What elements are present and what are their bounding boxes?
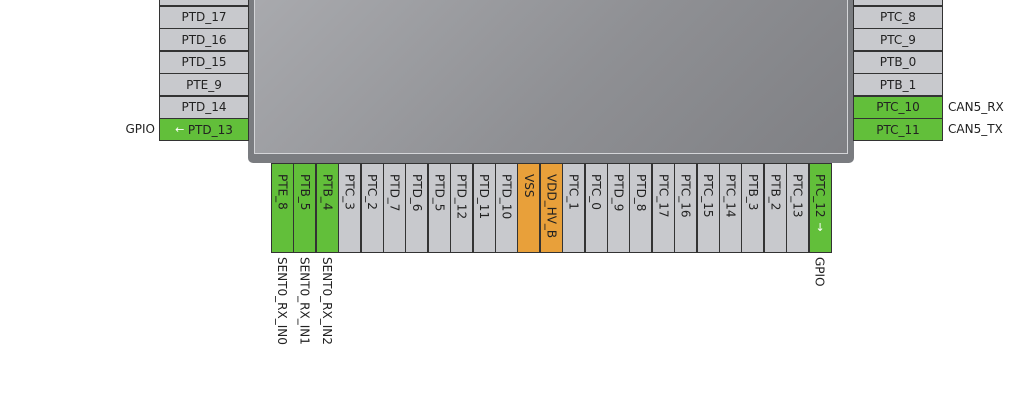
pin-ptc_9[interactable]: PTC_9 [853,28,943,51]
pin-ptc_16[interactable]: PTC_16 [674,163,698,253]
pin-ptc_8[interactable]: PTC_8 [853,5,943,29]
pin-ptd_5[interactable]: PTD_5 [427,163,451,253]
pin-label: PTD_9 [611,174,626,212]
pin-label: PTC_8 [880,10,916,24]
pin-label: PTC_1 [566,174,581,210]
pin-vdd_hv_b[interactable]: VDD_HV_B [539,163,563,253]
pin-ptc_0[interactable]: PTC_0 [584,163,608,253]
pin-ptc_1[interactable]: PTC_1 [562,163,586,253]
pin-label: PTD_16 [181,32,227,47]
pin-label: PTC_17 [656,174,671,218]
pin-label: PTB_3 [745,174,760,211]
pin-ptd_17[interactable]: PTD_17 [159,5,249,29]
pin-label: PTD_12 [454,174,469,220]
pin-ptd_7[interactable]: PTD_7 [383,163,406,253]
pin-ptd_14[interactable]: PTD_14 [159,95,249,119]
pin-label: PTC_9 [880,32,916,47]
pin-label: PTE_8 [275,174,290,210]
pin-label: PTB_2 [768,174,783,211]
signal-label: SENT0_RX_IN1 [297,257,312,345]
chip-body [254,0,848,154]
pin-pte_9[interactable]: PTE_9 [159,73,249,96]
pin-label: PTC_15 [701,174,716,218]
pin-label: PTD_17 [181,10,227,24]
pin-label: PTD_5 [432,174,447,212]
pin-ptd_8[interactable]: PTD_8 [629,163,653,253]
signal-label: SENT0_RX_IN0 [275,257,289,345]
pin-ptd_12[interactable]: PTD_12 [450,163,474,253]
pin-ptd_6[interactable]: PTD_6 [405,163,429,253]
arrow-down-icon: ↓ [815,220,825,234]
pin-label: PTC_11 [876,122,920,137]
signal-label: SENT0_RX_IN2 [319,257,334,345]
pin-label: PTE_9 [186,77,222,92]
pin-ptb_3[interactable]: PTB_3 [741,163,765,253]
pin-ptd_9[interactable]: PTD_9 [607,163,630,253]
pin-label: PTB_0 [879,55,917,69]
pin-pte_8[interactable]: PTE_8 [271,163,294,253]
pin-ptc_10[interactable]: PTC_10 [853,95,943,119]
pin-label: PTC_16 [678,174,693,218]
pin-ptc_3[interactable]: PTC_3 [338,163,362,253]
pin-ptc_13[interactable]: PTC_13 [786,163,810,253]
pin-label: PTB_1 [879,77,917,92]
pin-ptd_16[interactable]: PTD_16 [159,28,249,51]
pin-ptc_2[interactable]: PTC_2 [360,163,384,253]
pin-ptd_15[interactable]: PTD_15 [159,50,249,74]
signal-label: GPIO [125,122,155,136]
pin-label: PTC_14 [723,174,738,218]
pin-vss[interactable]: VSS [517,163,541,253]
pin-ptc_17[interactable]: PTC_17 [651,163,675,253]
pin-ptb_2[interactable]: PTB_2 [763,163,787,253]
pin-ptb_5[interactable]: PTB_5 [293,163,317,253]
pin-label: PTB_5 [297,174,312,211]
pin-label: PTD_10 [499,174,514,220]
pin-ptc_14[interactable]: PTC_14 [719,163,742,253]
pin-label: PTC_10 [876,100,920,114]
pin-label: PTC_0 [589,174,604,210]
pin-ptb_4[interactable]: PTB_4 [315,163,339,253]
pin-label: PTC_3 [342,174,357,210]
pin-ptd_13[interactable]: ← PTD_13 [159,118,249,141]
pin-label: PTC_2 [365,174,380,210]
arrow-left-icon: ← [175,123,188,136]
signal-label: CAN5_TX [948,122,1003,136]
signal-label: GPIO [812,257,827,287]
pin-label: PTD_7 [387,174,402,212]
pin-label: PTC_12 [813,174,828,218]
pin-label: PTD_8 [633,174,648,212]
pin-label: PTD_6 [409,174,424,212]
pin-label: PTD_13 [187,122,233,137]
pin-ptb_0[interactable]: PTB_0 [853,50,943,74]
chip-package [248,0,854,163]
pin-ptd_11[interactable]: PTD_11 [472,163,496,253]
pin-ptd_10[interactable]: PTD_10 [495,163,518,253]
pin-label: PTD_15 [181,55,227,69]
pin-ptc_11[interactable]: PTC_11 [853,118,943,141]
pin-label: PTD_11 [477,174,492,220]
pin-label: PTC_13 [790,174,805,218]
pin-ptb_1[interactable]: PTB_1 [853,73,943,96]
pin-label: PTD_14 [181,100,227,114]
pin-label: VDD_HV_B [544,174,559,239]
pin-ptc_15[interactable]: PTC_15 [696,163,720,253]
signal-label: CAN5_RX [948,99,1004,114]
pin-ptc_12[interactable]: PTC_12 ↓ [808,163,832,253]
pin-label: PTB_4 [320,174,335,211]
pin-label: VSS [521,174,536,198]
